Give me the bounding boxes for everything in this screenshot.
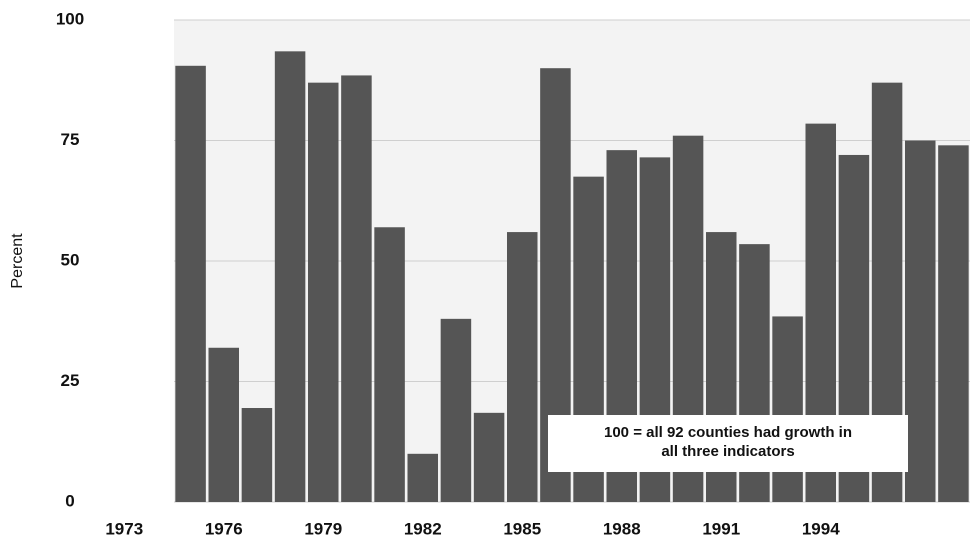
bar [241, 408, 273, 502]
y-tick-label: 0 [65, 491, 74, 510]
bar [274, 51, 306, 503]
y-axis-label: Percent [9, 233, 26, 289]
bar [407, 453, 439, 502]
bar [440, 318, 472, 502]
annotation: 100 = all 92 counties had growth in [604, 424, 852, 441]
x-tick-label: 1994 [802, 519, 840, 538]
bar [904, 140, 936, 502]
bar [341, 75, 372, 503]
x-tick-label: 1982 [404, 519, 442, 538]
bar [938, 145, 969, 502]
annotation-box [548, 415, 908, 472]
bar [175, 65, 206, 502]
x-tick-label: 1988 [603, 519, 641, 538]
x-tick-label: 1973 [105, 519, 143, 538]
y-tick-label: 100 [56, 9, 84, 28]
bar [374, 227, 405, 502]
x-tick-label: 1991 [702, 519, 740, 538]
annotation: all three indicators [661, 443, 794, 460]
x-tick-label: 1985 [503, 519, 541, 538]
y-tick-label: 25 [61, 371, 80, 390]
y-tick-label: 50 [61, 250, 80, 269]
y-tick-label: 75 [61, 130, 80, 149]
x-tick-label: 1979 [304, 519, 342, 538]
bar [307, 82, 339, 502]
bar [208, 347, 240, 502]
bar [772, 316, 803, 502]
bar [473, 412, 505, 502]
bar [506, 232, 538, 502]
x-tick-label: 1976 [205, 519, 243, 538]
